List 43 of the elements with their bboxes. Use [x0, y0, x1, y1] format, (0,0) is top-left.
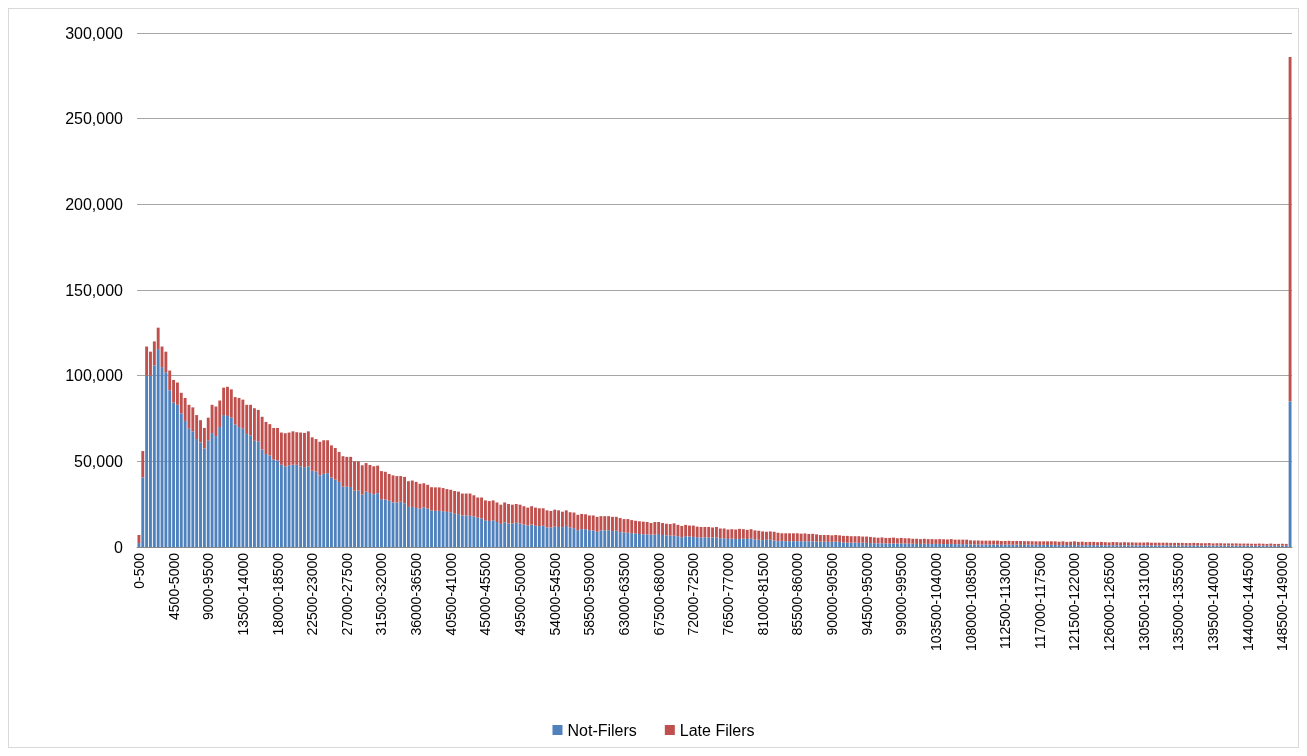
legend-label: Late Filers: [679, 721, 755, 739]
x-tick-label: 18000-18500: [269, 552, 286, 636]
x-tick-label: 117000-117500: [1031, 552, 1048, 650]
x-tick-label: 90000-90500: [823, 552, 840, 636]
y-tick-label: 300,000: [65, 24, 124, 42]
x-tick-label: 139500-140000: [1205, 552, 1222, 652]
y-tick-label: 100,000: [65, 367, 124, 385]
x-tick-label: 4500-5000: [165, 552, 182, 620]
x-tick-label: 135000-135500: [1170, 552, 1187, 652]
y-tick-label: 0: [114, 538, 124, 556]
x-tick-label: 63000-63500: [616, 552, 633, 636]
x-tick-label: 58500-59000: [581, 552, 598, 636]
x-tick-label: 67500-68000: [650, 552, 667, 636]
x-tick-label: 121500-122000: [1066, 552, 1083, 652]
x-tick-label: 31500-32000: [373, 552, 390, 636]
x-tick-label: 99000-99500: [893, 552, 910, 636]
x-tick-label: 54000-54500: [546, 552, 563, 636]
x-tick-label: 144000-144500: [1239, 552, 1256, 652]
x-tick-label: 22500-23000: [304, 552, 321, 636]
x-tick-label: 112500-113000: [997, 552, 1014, 650]
x-tick-label: 49500-50000: [512, 552, 529, 636]
x-tick-label: 76500-77000: [719, 552, 736, 636]
x-tick-label: 9000-9500: [200, 552, 217, 620]
x-tick-label: 13500-14000: [234, 552, 251, 636]
x-tick-label: 85500-86000: [789, 552, 806, 636]
y-tick-label: 250,000: [65, 110, 124, 128]
x-tick-label: 0-500: [130, 552, 147, 589]
x-tick-label: 40500-41000: [442, 552, 459, 636]
legend-label: Not-Filers: [567, 721, 637, 739]
x-tick-label: 81000-81500: [754, 552, 771, 636]
y-tick-label: 50,000: [74, 452, 124, 470]
x-tick-label: 126000-126500: [1101, 552, 1118, 652]
y-tick-label: 150,000: [65, 281, 124, 299]
x-tick-label: 108000-108500: [962, 552, 979, 652]
x-tick-label: 103500-104000: [927, 552, 944, 652]
x-tick-label: 27000-27500: [338, 552, 355, 636]
x-tick-label: 130500-131000: [1135, 552, 1152, 652]
x-tick-label: 45000-45500: [477, 552, 494, 636]
x-tick-label: 36000-36500: [408, 552, 425, 636]
x-tick-label: 94500-95000: [858, 552, 875, 636]
y-tick-label: 200,000: [65, 195, 124, 213]
x-tick-label: 148500-149000: [1274, 552, 1291, 652]
x-tick-label: 72000-72500: [685, 552, 702, 636]
